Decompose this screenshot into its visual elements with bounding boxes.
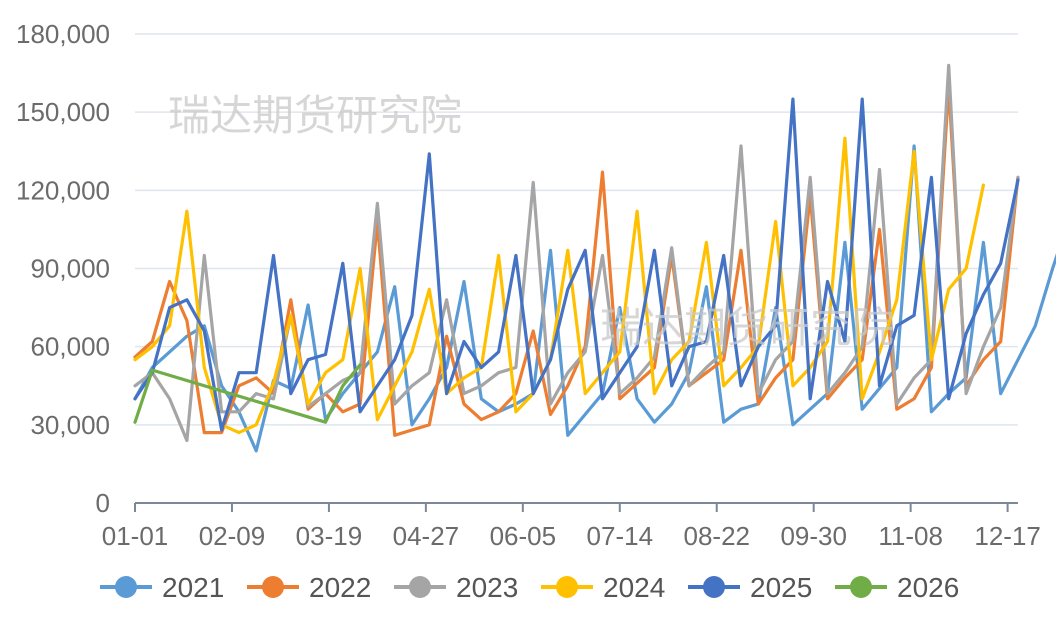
x-tick-label: 02-09	[199, 521, 266, 551]
legend-marker	[703, 576, 725, 598]
y-tick-label: 150,000	[16, 97, 110, 127]
y-tick-label: 30,000	[30, 410, 110, 440]
watermark-top: 瑞达期货研究院	[168, 91, 462, 140]
legend: 2021 2022 2023 2024 2025 2026	[100, 572, 959, 603]
y-tick-label: 120,000	[16, 175, 110, 205]
legend-label: 2026	[897, 572, 959, 603]
x-tick-label: 09-30	[780, 521, 847, 551]
x-tick-label: 03-19	[296, 521, 363, 551]
x-tick-label: 11-08	[878, 521, 943, 551]
x-tick-label: 06-05	[490, 521, 557, 551]
x-tick-label: 04-27	[393, 521, 460, 551]
legend-item-2026: 2026	[835, 572, 959, 603]
watermark-center: 瑞达期货研究院	[600, 303, 894, 352]
legend-item-2024: 2024	[541, 572, 665, 603]
legend-marker	[850, 576, 872, 598]
x-tick-label: 08-22	[683, 521, 750, 551]
legend-label: 2024	[603, 572, 665, 603]
series-lines	[133, 63, 1056, 453]
legend-marker	[409, 576, 431, 598]
series-line-2025	[133, 97, 1020, 432]
legend-marker	[115, 576, 137, 598]
y-tick-label: 0	[96, 488, 110, 518]
legend-item-2021: 2021	[100, 572, 224, 603]
series-line-2024	[133, 136, 985, 435]
x-tick-label: 07-14	[587, 521, 654, 551]
y-tick-label: 60,000	[30, 332, 110, 362]
legend-marker	[556, 576, 578, 598]
y-tick-label: 90,000	[30, 254, 110, 284]
legend-item-2023: 2023	[394, 572, 518, 603]
x-tick-label: 12-17	[974, 521, 1041, 551]
watermarks: 瑞达期货研究院 瑞达期货研究院	[168, 91, 894, 352]
legend-label: 2021	[162, 572, 224, 603]
legend-label: 2025	[750, 572, 812, 603]
legend-label: 2022	[309, 572, 371, 603]
axes: 0 30,000 60,000 90,000 120,000 150,000 180,000…	[16, 19, 1041, 551]
legend-item-2025: 2025	[688, 572, 812, 603]
x-tick-label: 01-01	[102, 521, 169, 551]
y-tick-label: 180,000	[16, 19, 110, 49]
series-line-2026	[133, 363, 362, 424]
legend-label: 2023	[456, 572, 518, 603]
legend-item-2022: 2022	[247, 572, 371, 603]
legend-marker	[262, 576, 284, 598]
